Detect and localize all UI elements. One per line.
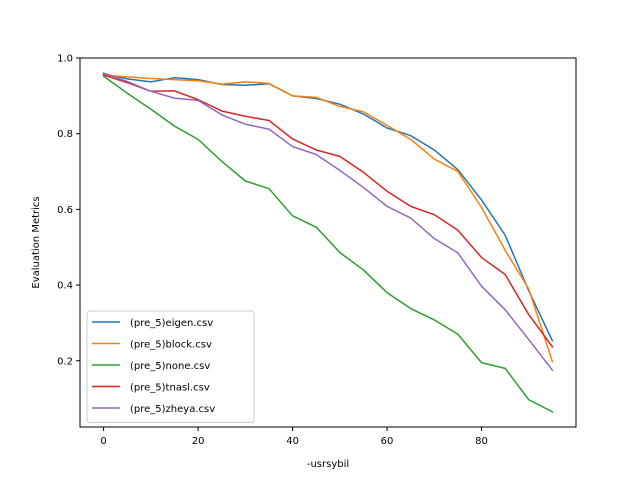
series-layer [102,72,554,413]
y-tick-label: 0.4 [57,281,73,292]
legend-label: (pre_5)none.csv [130,361,210,372]
y-axis-label: Evaluation Metrics [31,196,42,288]
series-line-pre-5-none-csv [102,75,554,413]
x-tick-label: 80 [475,436,488,447]
x-tick-label: 20 [192,436,205,447]
x-tick-label: 60 [381,436,394,447]
series-line-pre-5-tnasl-csv [102,74,554,348]
plot-area-frame [79,57,577,428]
x-tick-label: 0 [100,436,106,447]
legend-label: (pre_5)eigen.csv [130,318,213,329]
series-line-pre-5-zheya-csv [102,72,554,372]
y-axis-ticks: 0.2 0.4 0.6 0.8 1.0 [57,54,80,367]
y-tick-label: 0.2 [57,356,73,367]
legend-box [86,310,255,423]
legend-label: (pre_5)zheya.csv [130,404,215,415]
x-axis-ticks: 0 20 40 60 80 [100,427,488,447]
y-tick-label: 0.8 [57,129,73,140]
series-line-pre-5-block-csv [102,74,554,363]
x-axis-label: -usrsybil [307,459,349,470]
legend: (pre_5)eigen.csv (pre_5)block.csv (pre_5)n… [86,310,255,423]
legend-label: (pre_5)tnasl.csv [130,383,210,394]
legend-label: (pre_5)block.csv [130,340,212,351]
y-tick-label: 0.6 [57,205,73,216]
x-tick-label: 40 [286,436,299,447]
y-tick-label: 1.0 [57,54,73,65]
